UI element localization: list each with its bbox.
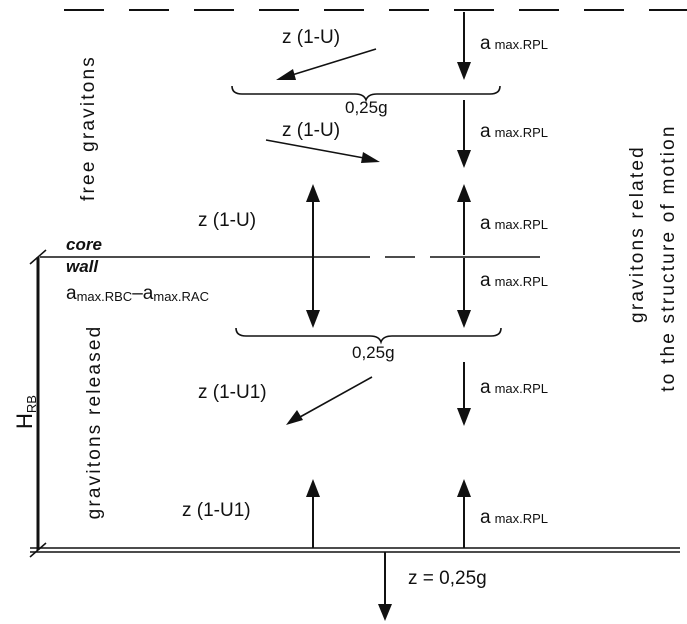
double-arrow-upper <box>306 184 320 328</box>
brace-upper <box>231 85 501 103</box>
a-max-rpl-arrow-6 <box>457 479 471 548</box>
a-max-rpl-label-5: a max.RPL <box>480 377 548 398</box>
a-max-rpl-label-3: a max.RPL <box>480 213 548 234</box>
height-dimension: HRB <box>12 249 47 558</box>
a-max-rpl-label-2: a max.RPL <box>480 121 548 142</box>
svg-text:HRB: HRB <box>12 395 39 429</box>
z-1-u-label-3: z (1-U) <box>198 210 256 231</box>
gravitons-released-label: gravitons released <box>84 325 105 520</box>
a-max-rpl-label-4: a max.RPL <box>480 270 548 291</box>
z-1-u-label-2: z (1-U) <box>282 120 340 141</box>
z-1-u1-label-1: z (1-U1) <box>198 382 267 403</box>
brace-lower <box>235 327 502 345</box>
diagonal-arrow-2 <box>265 139 380 163</box>
a-max-rpl-arrow-2 <box>457 100 471 168</box>
core-label: core <box>66 235 102 254</box>
wall-label: wall <box>66 257 99 276</box>
diagonal-arrow-3 <box>286 376 373 425</box>
z-1-u1-label-2: z (1-U1) <box>182 500 251 521</box>
a-max-rpl-arrow-5 <box>457 362 471 426</box>
quarter-g-label-upper: 0,25g <box>345 98 388 117</box>
free-gravitons-label: free gravitons <box>78 55 99 201</box>
a-max-rpl-arrow-4 <box>457 258 471 328</box>
diagonal-arrow-1 <box>276 48 377 80</box>
a-max-rpl-arrow-1 <box>457 12 471 80</box>
quarter-g-label-lower: 0,25g <box>352 343 395 362</box>
height-label-main: H <box>12 413 37 429</box>
gravitons-related-label: gravitons related <box>627 145 648 323</box>
z-1-u-label-1: z (1-U) <box>282 27 340 48</box>
a-rbc-minus-a-rac-label: amax.RBC–amax.RAC <box>66 283 209 304</box>
bottom-equation-label: z = 0,25g <box>408 568 487 589</box>
height-label-sub: RB <box>24 395 39 413</box>
bottom-down-arrow <box>378 552 392 621</box>
a-max-rpl-arrow-3 <box>457 184 471 255</box>
up-arrow-lower <box>306 479 320 548</box>
structure-of-motion-label: to the structure of motion <box>658 124 679 391</box>
a-max-rpl-label-6: a max.RPL <box>480 507 548 528</box>
a-max-rpl-label-1: a max.RPL <box>480 33 548 54</box>
